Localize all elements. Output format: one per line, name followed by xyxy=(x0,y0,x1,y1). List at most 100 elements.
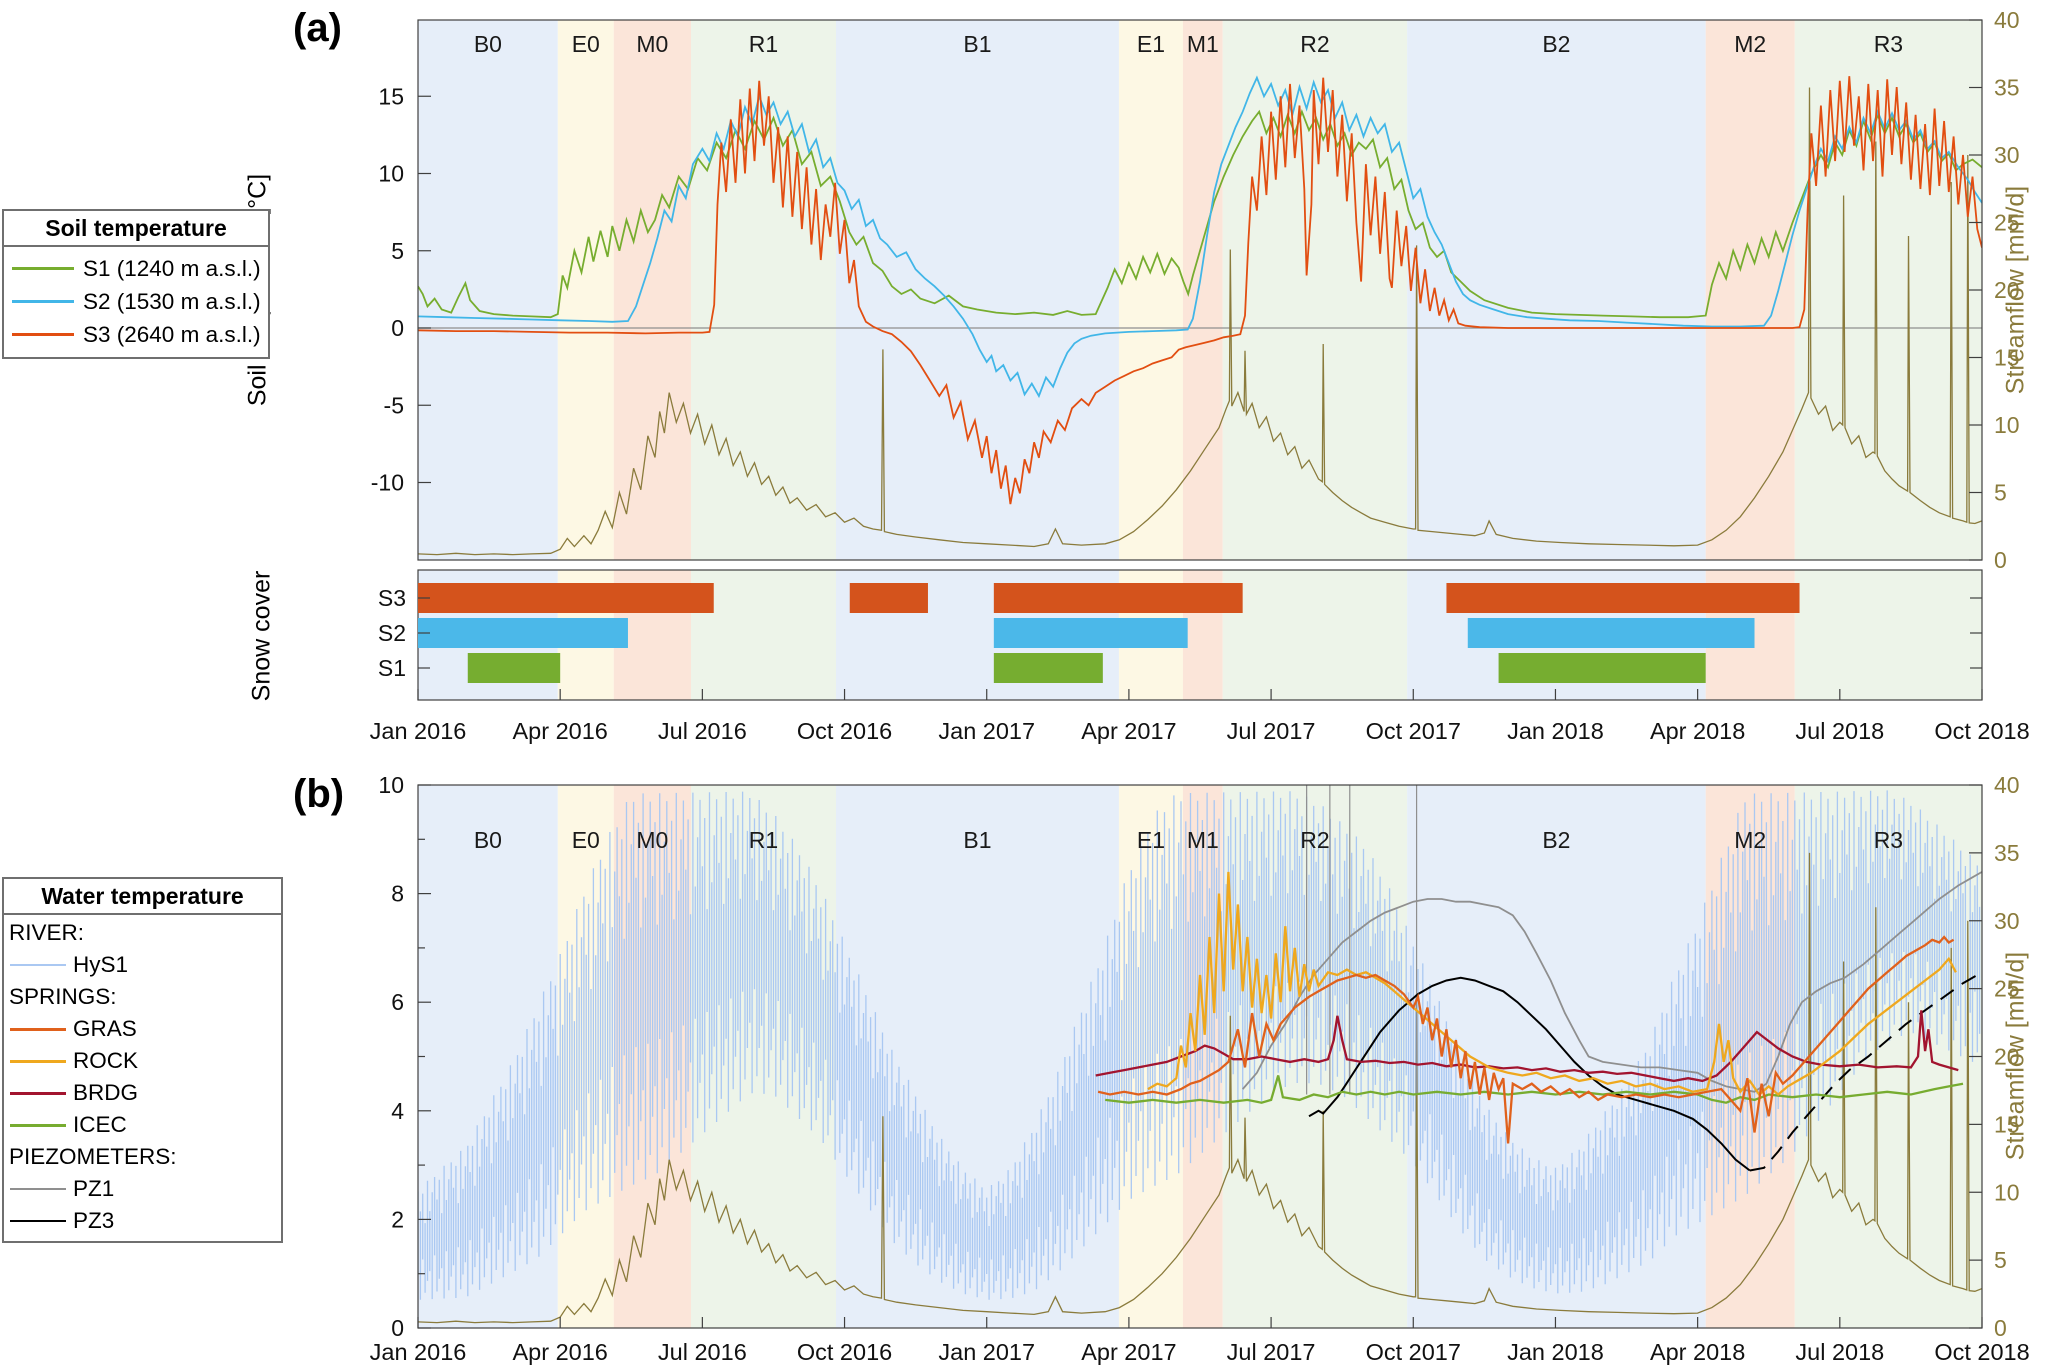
svg-text:R1: R1 xyxy=(749,31,778,57)
pz1-line-sample xyxy=(10,1188,66,1190)
water-legend-item-brdg: BRDG xyxy=(4,1077,281,1109)
svg-text:S2: S2 xyxy=(378,620,406,646)
snow-bar-s3 xyxy=(1446,583,1800,613)
svg-text:Jan 2018: Jan 2018 xyxy=(1507,1339,1604,1365)
svg-text:M2: M2 xyxy=(1734,827,1766,853)
svg-text:E1: E1 xyxy=(1137,827,1165,853)
svg-text:Jan 2016: Jan 2016 xyxy=(370,718,467,744)
svg-text:0: 0 xyxy=(391,315,404,341)
svg-text:35: 35 xyxy=(1994,840,2020,866)
svg-text:B1: B1 xyxy=(963,827,991,853)
water-legend-section-springs: SPRINGS: xyxy=(9,984,117,1009)
snow-bar-s1 xyxy=(993,653,1103,683)
soil-legend-item-s3: S3 (2640 m a.s.l.) xyxy=(4,318,268,351)
svg-text:M2: M2 xyxy=(1734,31,1766,57)
water-temperature-legend: Water temperature RIVER: HyS1 SPRINGS: G… xyxy=(2,877,283,1243)
svg-text:5: 5 xyxy=(1994,1247,2007,1273)
svg-text:B0: B0 xyxy=(474,827,502,853)
pz3-line-sample xyxy=(10,1220,66,1222)
svg-text:Oct 2018: Oct 2018 xyxy=(1934,718,2029,744)
series-rock xyxy=(1147,871,1957,1097)
icec-line-sample xyxy=(10,1123,66,1127)
svg-text:R2: R2 xyxy=(1300,31,1329,57)
svg-text:R3: R3 xyxy=(1874,31,1903,57)
snow-bar-s2 xyxy=(1467,618,1755,648)
soil-legend-item-s1: S1 (1240 m a.s.l.) xyxy=(4,252,268,285)
svg-text:Apr 2016: Apr 2016 xyxy=(512,1339,607,1365)
svg-text:Jan 2017: Jan 2017 xyxy=(938,718,1035,744)
svg-text:Jan 2017: Jan 2017 xyxy=(938,1339,1035,1365)
svg-text:30: 30 xyxy=(1994,908,2020,934)
snow-bar-s3 xyxy=(993,583,1243,613)
streamflow-axis-label-a: Streamflow [mm/d] xyxy=(2001,185,2030,395)
svg-text:S3: S3 xyxy=(378,585,406,611)
svg-text:0: 0 xyxy=(391,1315,404,1341)
water-legend-item-rock: ROCK xyxy=(4,1045,281,1077)
water-legend-item-icec: ICEC xyxy=(4,1109,281,1141)
svg-text:10: 10 xyxy=(1994,412,2020,438)
series-icec xyxy=(1105,1075,1964,1104)
svg-text:Oct 2018: Oct 2018 xyxy=(1934,1339,2029,1365)
svg-text:E1: E1 xyxy=(1137,31,1165,57)
series-pz3-dashed xyxy=(1749,971,1982,1172)
svg-text:Apr 2018: Apr 2018 xyxy=(1650,1339,1745,1365)
svg-text:Jan 2016: Jan 2016 xyxy=(370,1339,467,1365)
svg-text:Apr 2016: Apr 2016 xyxy=(512,718,607,744)
svg-text:0: 0 xyxy=(1994,547,2007,573)
svg-text:25: 25 xyxy=(1994,210,2020,236)
svg-text:R3: R3 xyxy=(1874,827,1903,853)
svg-text:35: 35 xyxy=(1994,75,2020,101)
svg-text:Apr 2017: Apr 2017 xyxy=(1081,718,1176,744)
s1-line-sample xyxy=(12,267,74,270)
soil-legend-title: Soil temperature xyxy=(4,211,268,247)
svg-text:R1: R1 xyxy=(749,827,778,853)
svg-text:6: 6 xyxy=(391,989,404,1015)
series-streamflow-a xyxy=(418,87,1982,556)
hys1-line-sample xyxy=(10,964,66,966)
svg-text:20: 20 xyxy=(1994,277,2020,303)
water-legend-title: Water temperature xyxy=(4,879,281,915)
water-legend-section-piezometers: PIEZOMETERS: xyxy=(9,1144,177,1169)
svg-text:B2: B2 xyxy=(1542,827,1570,853)
svg-text:5: 5 xyxy=(391,238,404,264)
water-legend-item-pz3: PZ3 xyxy=(4,1205,281,1237)
svg-text:5: 5 xyxy=(1994,480,2007,506)
svg-text:Apr 2017: Apr 2017 xyxy=(1081,1339,1176,1365)
svg-text:Jul 2017: Jul 2017 xyxy=(1227,1339,1316,1365)
panel-b-letter: (b) xyxy=(293,772,345,816)
panel-a-letter: (a) xyxy=(293,6,342,50)
svg-text:Jul 2018: Jul 2018 xyxy=(1795,1339,1884,1365)
svg-text:M1: M1 xyxy=(1187,827,1219,853)
brdg-line-sample xyxy=(10,1091,66,1095)
svg-text:E0: E0 xyxy=(572,31,600,57)
svg-text:Jan 2018: Jan 2018 xyxy=(1507,718,1604,744)
snow-bar-s1 xyxy=(1498,653,1706,683)
s2-line-sample xyxy=(12,300,74,303)
svg-text:Oct 2017: Oct 2017 xyxy=(1366,1339,1461,1365)
svg-text:B0: B0 xyxy=(474,31,502,57)
svg-text:20: 20 xyxy=(1994,1044,2020,1070)
svg-text:Apr 2018: Apr 2018 xyxy=(1650,718,1745,744)
svg-text:Oct 2017: Oct 2017 xyxy=(1366,718,1461,744)
svg-text:E0: E0 xyxy=(572,827,600,853)
svg-text:40: 40 xyxy=(1994,7,2020,33)
phase-bands-a xyxy=(418,20,1982,560)
svg-text:8: 8 xyxy=(391,881,404,907)
series-pz3 xyxy=(1308,976,1751,1172)
svg-text:-10: -10 xyxy=(371,470,404,496)
svg-text:S1: S1 xyxy=(378,655,406,681)
soil-temperature-legend: Soil temperature S1 (1240 m a.s.l.) S2 (… xyxy=(2,209,270,359)
svg-text:M0: M0 xyxy=(636,31,668,57)
series-gras xyxy=(1097,935,1955,1144)
svg-text:15: 15 xyxy=(378,83,404,109)
snow-bar-s2 xyxy=(418,618,628,648)
svg-text:40: 40 xyxy=(1994,772,2020,798)
svg-text:R2: R2 xyxy=(1300,827,1329,853)
series-streamflow-b xyxy=(418,852,1982,1324)
snow-cover-axis-label: Snow cover xyxy=(247,570,276,702)
svg-text:Jul 2018: Jul 2018 xyxy=(1795,718,1884,744)
water-legend-item-gras: GRAS xyxy=(4,1013,281,1045)
svg-text:15: 15 xyxy=(1994,1111,2020,1137)
